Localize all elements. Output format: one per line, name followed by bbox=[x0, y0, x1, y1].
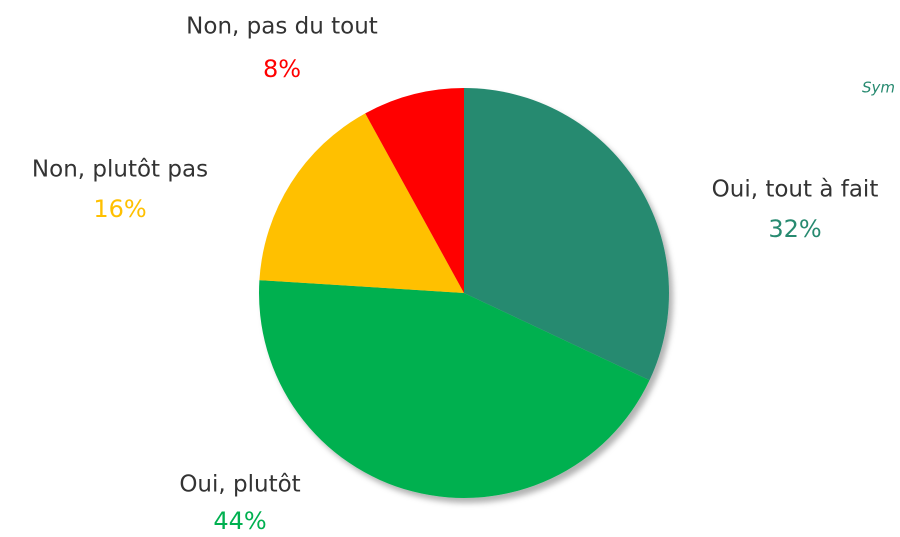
value-label: 32% bbox=[768, 215, 821, 243]
pie bbox=[259, 88, 669, 498]
category-label: Non, pas du tout bbox=[186, 14, 378, 40]
pie-slice bbox=[259, 113, 464, 293]
pie-slice bbox=[259, 280, 650, 498]
value-label: 16% bbox=[93, 195, 146, 223]
pie-slice bbox=[365, 88, 464, 293]
value-label: 8% bbox=[263, 55, 301, 83]
value-label: 44% bbox=[213, 507, 266, 535]
category-label: Non, plutôt pas bbox=[32, 157, 208, 183]
category-label: Oui, tout à fait bbox=[712, 177, 879, 203]
category-label: Oui, plutôt bbox=[179, 472, 300, 498]
pie-slice bbox=[464, 88, 669, 381]
annotation: Sym bbox=[862, 79, 895, 97]
